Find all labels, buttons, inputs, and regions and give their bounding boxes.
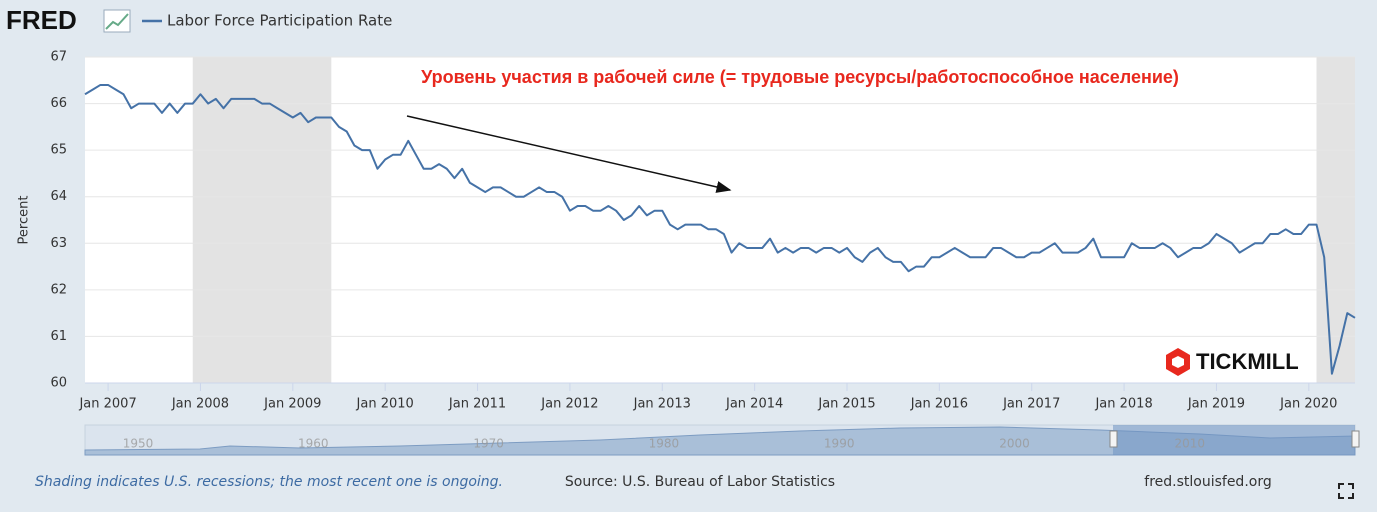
logo-icon <box>103 9 131 33</box>
navigator-label: 2010 <box>1175 437 1206 451</box>
recession-shading <box>1316 57 1355 383</box>
x-tick-label: Jan 2007 <box>78 397 136 412</box>
fullscreen-icon[interactable] <box>1338 483 1354 499</box>
y-axis-label: Percent <box>17 196 32 245</box>
x-tick-label: Jan 2016 <box>910 397 968 412</box>
data-line <box>84 83 1356 375</box>
x-tick-label: Jan 2008 <box>171 397 229 412</box>
y-tick-label: 64 <box>50 189 67 204</box>
x-tick-label: Jan 2010 <box>356 397 414 412</box>
watermark: TICKMILL <box>1196 349 1299 374</box>
watermark-logo <box>1166 348 1190 376</box>
y-tick-label: 60 <box>50 376 67 391</box>
x-tick-label: Jan 2019 <box>1187 397 1245 412</box>
legend-label[interactable]: Labor Force Participation Rate <box>167 12 392 30</box>
navigator-label: 2000 <box>999 437 1030 451</box>
x-tick-label: Jan 2009 <box>263 397 321 412</box>
footer-note: Shading indicates U.S. recessions; the m… <box>35 474 503 490</box>
footer-source: Source: U.S. Bureau of Labor Statistics <box>565 474 835 490</box>
y-tick-label: 61 <box>50 329 67 344</box>
navigator-label: 1980 <box>649 437 680 451</box>
navigator-label: 1960 <box>298 437 329 451</box>
navigator-label: 1950 <box>123 437 154 451</box>
annotation-arrow <box>406 115 732 193</box>
x-tick-label: Jan 2018 <box>1094 397 1152 412</box>
y-tick-label: 62 <box>50 282 67 297</box>
y-tick-label: 63 <box>50 236 67 251</box>
x-tick-label: Jan 2015 <box>817 397 875 412</box>
x-tick-label: Jan 2017 <box>1002 397 1060 412</box>
x-tick-label: Jan 2013 <box>633 397 691 412</box>
navigator[interactable]: 1950 1960 1970 1980 1990 2000 2010 <box>84 424 1360 456</box>
y-tick-label: 67 <box>50 50 67 65</box>
footer-url[interactable]: fred.stlouisfed.org <box>1144 474 1271 490</box>
x-tick-label: Jan 2014 <box>725 397 783 412</box>
x-tick-label: Jan 2020 <box>1279 397 1337 412</box>
x-tick-label: Jan 2012 <box>540 397 598 412</box>
y-tick-label: 66 <box>50 96 67 111</box>
navigator-label: 1970 <box>473 437 504 451</box>
logo[interactable]: FRED <box>6 5 77 35</box>
x-tick-label: Jan 2011 <box>448 397 506 412</box>
navigator-label: 1990 <box>824 437 855 451</box>
y-tick-label: 65 <box>50 143 67 158</box>
annotation: Уровень участия в рабочей силе (= трудов… <box>421 67 1179 87</box>
recession-shading <box>192 57 332 383</box>
